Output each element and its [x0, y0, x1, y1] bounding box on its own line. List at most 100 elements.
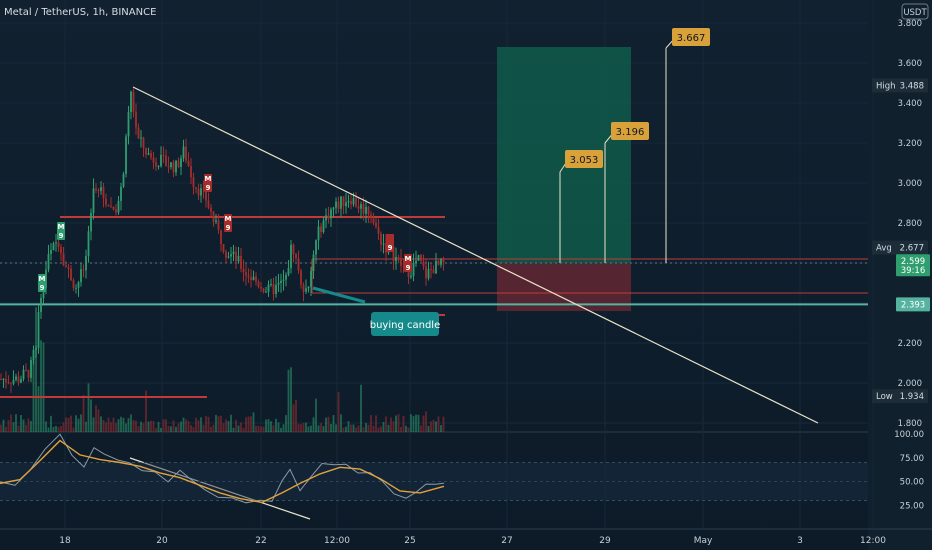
buying-candle-callout[interactable]: buying candle [312, 286, 440, 336]
candle-body [350, 200, 352, 205]
volume-bar [415, 414, 417, 432]
candle-body [275, 284, 277, 295]
candle-body [287, 268, 290, 275]
candle-body [352, 198, 355, 205]
volume-bar [430, 421, 432, 432]
candle-body [315, 240, 317, 255]
volume-bar [442, 416, 445, 432]
candle-body [342, 196, 345, 207]
candle-body [140, 137, 142, 139]
volume-bar [350, 424, 352, 432]
volume-bar [292, 404, 295, 432]
price-tick: 1.800 [898, 419, 922, 429]
volume-bar [200, 417, 202, 432]
candle-body [262, 288, 265, 292]
candle-body [285, 274, 287, 280]
volume-bar [417, 414, 420, 432]
oscillator-pane [0, 433, 868, 504]
oscillator-tick: 75.00 [900, 454, 924, 464]
horizontal-levels[interactable] [0, 216, 868, 398]
volume-bar [230, 414, 232, 432]
volume-bar [240, 422, 242, 432]
currency-unit-label: USDT [903, 8, 927, 18]
current-price-bg [896, 254, 930, 277]
volume-bar [412, 416, 415, 432]
volume-bar [267, 419, 270, 432]
candle-body [347, 200, 350, 203]
volume-bar [315, 398, 317, 432]
oscillator-tick: 100.00 [894, 430, 924, 440]
price-label: High 3.488 [872, 78, 928, 93]
volume-bar [262, 426, 265, 432]
currency-unit-button[interactable] [901, 3, 929, 20]
candle-body [397, 256, 400, 259]
signal-marker-count: 9 [226, 224, 231, 232]
volume-bar [197, 420, 200, 432]
volume-bar [130, 414, 132, 432]
candle-body [195, 186, 197, 189]
volume-bar [205, 415, 207, 432]
volume-bar [62, 422, 65, 432]
volume-bar [112, 417, 115, 432]
volume-bar [380, 426, 382, 432]
volume-bar [255, 425, 257, 432]
volume-bar [105, 422, 107, 432]
volume-bar [5, 426, 7, 432]
volume-bar [320, 423, 322, 432]
candle-body [72, 280, 75, 289]
candle-body [80, 269, 82, 283]
candle-body [297, 258, 300, 271]
target-labels[interactable]: 3.053 3.196 3.667 [559, 28, 710, 263]
volume-bar [185, 419, 187, 432]
price-tick: 3.200 [898, 139, 922, 149]
long-position-tool[interactable] [497, 47, 631, 311]
candle-body [92, 188, 95, 213]
candle-body [0, 379, 2, 380]
oscillator-fast-line [0, 433, 445, 504]
volume-bar [287, 369, 290, 432]
volume-bar [0, 424, 2, 432]
candle-body [260, 286, 262, 289]
signal-marker-bg [38, 274, 46, 292]
volume-bar [80, 414, 82, 432]
candle-body [35, 348, 37, 350]
volume-bar [167, 425, 170, 432]
target-value: 3.196 [616, 127, 645, 138]
volume-bar [142, 423, 145, 432]
trendlines[interactable] [129, 86, 819, 520]
volume-bar [242, 427, 245, 432]
volume-bar [110, 422, 112, 432]
volume-bar [282, 424, 285, 432]
volume-bar [210, 426, 212, 432]
signal-marker-bg [204, 174, 212, 192]
candle-body [205, 189, 207, 201]
candle-body [85, 256, 87, 271]
volume-bar [212, 424, 215, 432]
volume-bar [365, 423, 367, 432]
target-box [611, 122, 649, 140]
candle-body [310, 271, 312, 287]
volume-bar [227, 421, 230, 432]
candle-body [152, 157, 155, 163]
volume-bar [392, 421, 395, 432]
volume-bar [217, 416, 220, 432]
candle-body [220, 229, 222, 245]
level-price-value: 2.393 [901, 300, 925, 310]
candle-body [130, 91, 132, 113]
volume-bar [252, 412, 255, 432]
target-value: 3.667 [677, 33, 706, 44]
candle-body [232, 251, 235, 255]
candle-body [145, 148, 147, 155]
volume-bar [115, 423, 117, 432]
volume-bar [125, 423, 127, 432]
volume-bar [45, 421, 47, 432]
volume-bar [295, 399, 297, 432]
volume-bar [195, 417, 197, 432]
candle-body [245, 272, 247, 276]
candle-body [395, 256, 397, 262]
volume-bar [360, 384, 362, 432]
volume-bar [60, 426, 62, 432]
volume-bar [317, 425, 320, 432]
volume-bar [175, 426, 177, 432]
